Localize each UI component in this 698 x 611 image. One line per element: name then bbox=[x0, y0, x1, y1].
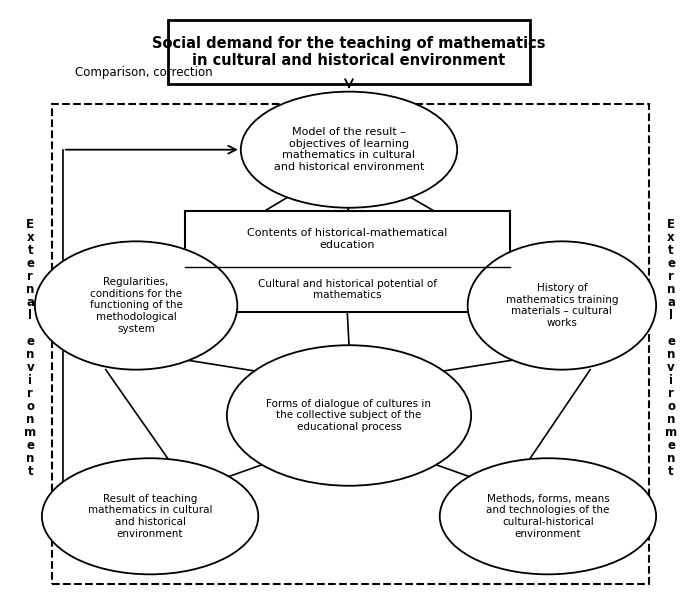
Text: Cultural and historical potential of
mathematics: Cultural and historical potential of mat… bbox=[258, 279, 437, 300]
Bar bbox=[185, 211, 510, 312]
Text: Regularities,
conditions for the
functioning of the
methodological
system: Regularities, conditions for the functio… bbox=[89, 277, 183, 334]
Text: Model of the result –
objectives of learning
mathematics in cultural
and histori: Model of the result – objectives of lear… bbox=[274, 127, 424, 172]
Ellipse shape bbox=[42, 458, 258, 574]
Text: Forms of dialogue of cultures in
the collective subject of the
educational proce: Forms of dialogue of cultures in the col… bbox=[267, 399, 431, 432]
Ellipse shape bbox=[35, 241, 237, 370]
Text: Contents of historical-mathematical
education: Contents of historical-mathematical educ… bbox=[247, 229, 447, 250]
Text: E
x
t
e
r
n
a
l

e
n
v
i
r
o
n
m
e
n
t: E x t e r n a l e n v i r o n m e n t bbox=[24, 218, 36, 478]
Bar bbox=[168, 20, 530, 84]
Ellipse shape bbox=[227, 345, 471, 486]
Text: History of
mathematics training
materials – cultural
works: History of mathematics training material… bbox=[505, 283, 618, 328]
Ellipse shape bbox=[440, 458, 656, 574]
Text: Social demand for the teaching of mathematics
in cultural and historical environ: Social demand for the teaching of mathem… bbox=[152, 35, 546, 68]
Text: Result of teaching
mathematics in cultural
and historical
environment: Result of teaching mathematics in cultur… bbox=[88, 494, 212, 539]
Text: Methods, forms, means
and technologies of the
cultural-historical
environment: Methods, forms, means and technologies o… bbox=[487, 494, 609, 539]
Ellipse shape bbox=[468, 241, 656, 370]
Text: Comparison, correction: Comparison, correction bbox=[75, 67, 212, 79]
Ellipse shape bbox=[241, 92, 457, 208]
Bar bbox=[52, 104, 649, 584]
Text: E
x
t
e
r
n
a
l

e
n
v
i
r
o
n
m
e
n
t: E x t e r n a l e n v i r o n m e n t bbox=[665, 218, 677, 478]
